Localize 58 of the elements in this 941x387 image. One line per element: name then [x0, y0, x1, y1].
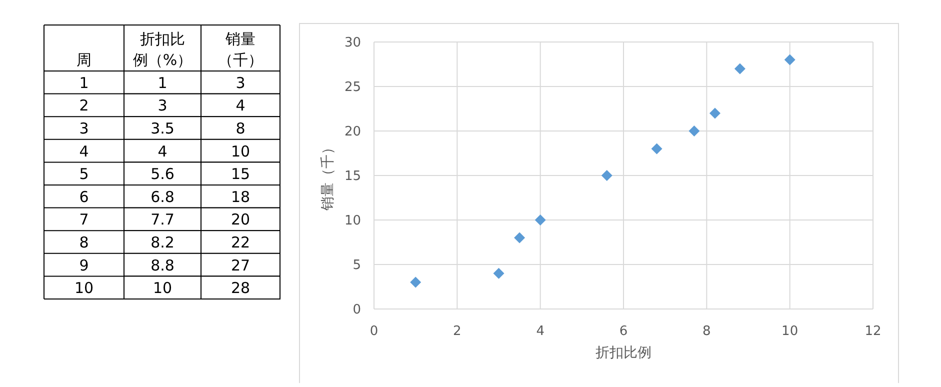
data-label: 3 [158, 96, 168, 115]
y-tick-label: 10 [74, 279, 94, 298]
x-tick-label: 10 [782, 324, 798, 339]
data-label: 4 [158, 142, 168, 160]
point [514, 232, 526, 244]
x-tick-label: 12 [864, 324, 882, 339]
data-label: 3.5 [150, 120, 174, 138]
y-tick-label: 20 [344, 124, 361, 140]
y-tick-label: 15 [344, 169, 361, 184]
y-tick-label: 0 [352, 302, 361, 318]
point [709, 108, 720, 119]
y-axis-title: 销量（千） [320, 140, 336, 212]
y-tick-label: 8 [79, 234, 89, 252]
y-tick-label: 9 [79, 256, 89, 274]
x-tick-label: 8 [702, 324, 711, 339]
x-axis-title: 折扣比例 [596, 345, 652, 361]
data-label: 4 [236, 96, 246, 115]
data-label: 8 [236, 120, 246, 138]
point [688, 126, 700, 136]
data-label: 7.7 [150, 210, 174, 229]
y-tick-label: 25 [344, 80, 361, 95]
x-tick-label: 2 [453, 324, 462, 339]
data-label: 1 [158, 74, 168, 92]
y-tick-label: 6 [79, 188, 89, 206]
x-tick-label: 0 [370, 324, 378, 339]
point [601, 170, 612, 181]
y-tick-label: 4 [79, 142, 89, 160]
data-label: 28 [230, 279, 250, 298]
x-tick-label: 折扣比例（%） [132, 30, 192, 69]
y-tick-label: 3 [79, 120, 89, 138]
y-tick-label: 7 [79, 210, 89, 229]
data-label: 5.6 [150, 165, 174, 184]
y-tick-label: 1 [79, 74, 89, 92]
data-label: 3 [236, 74, 246, 92]
data-label: 27 [230, 256, 250, 274]
data-label: 8.2 [150, 234, 174, 252]
point [534, 214, 546, 226]
data-label: 6.8 [150, 188, 174, 206]
data-label: 18 [230, 188, 250, 206]
point [734, 63, 746, 74]
data-label: 10 [230, 142, 250, 160]
data-label: 20 [230, 210, 250, 229]
data-label: 22 [230, 234, 250, 252]
x-tick-label: 4 [536, 324, 544, 339]
x-tick-label: 6 [619, 324, 628, 339]
y-tick-label: 10 [344, 214, 361, 228]
point [784, 54, 796, 66]
y-axis-title: 周 [76, 51, 92, 69]
data-label: 10 [152, 279, 172, 298]
point [410, 276, 422, 288]
y-tick-label: 2 [79, 96, 89, 115]
data-label: 15 [230, 165, 250, 184]
y-tick-label: 5 [79, 165, 89, 184]
y-tick-label: 5 [352, 258, 361, 273]
point [651, 143, 662, 154]
point [493, 268, 504, 279]
data-label: 8.8 [150, 256, 174, 274]
y-tick-label: 30 [344, 36, 361, 50]
